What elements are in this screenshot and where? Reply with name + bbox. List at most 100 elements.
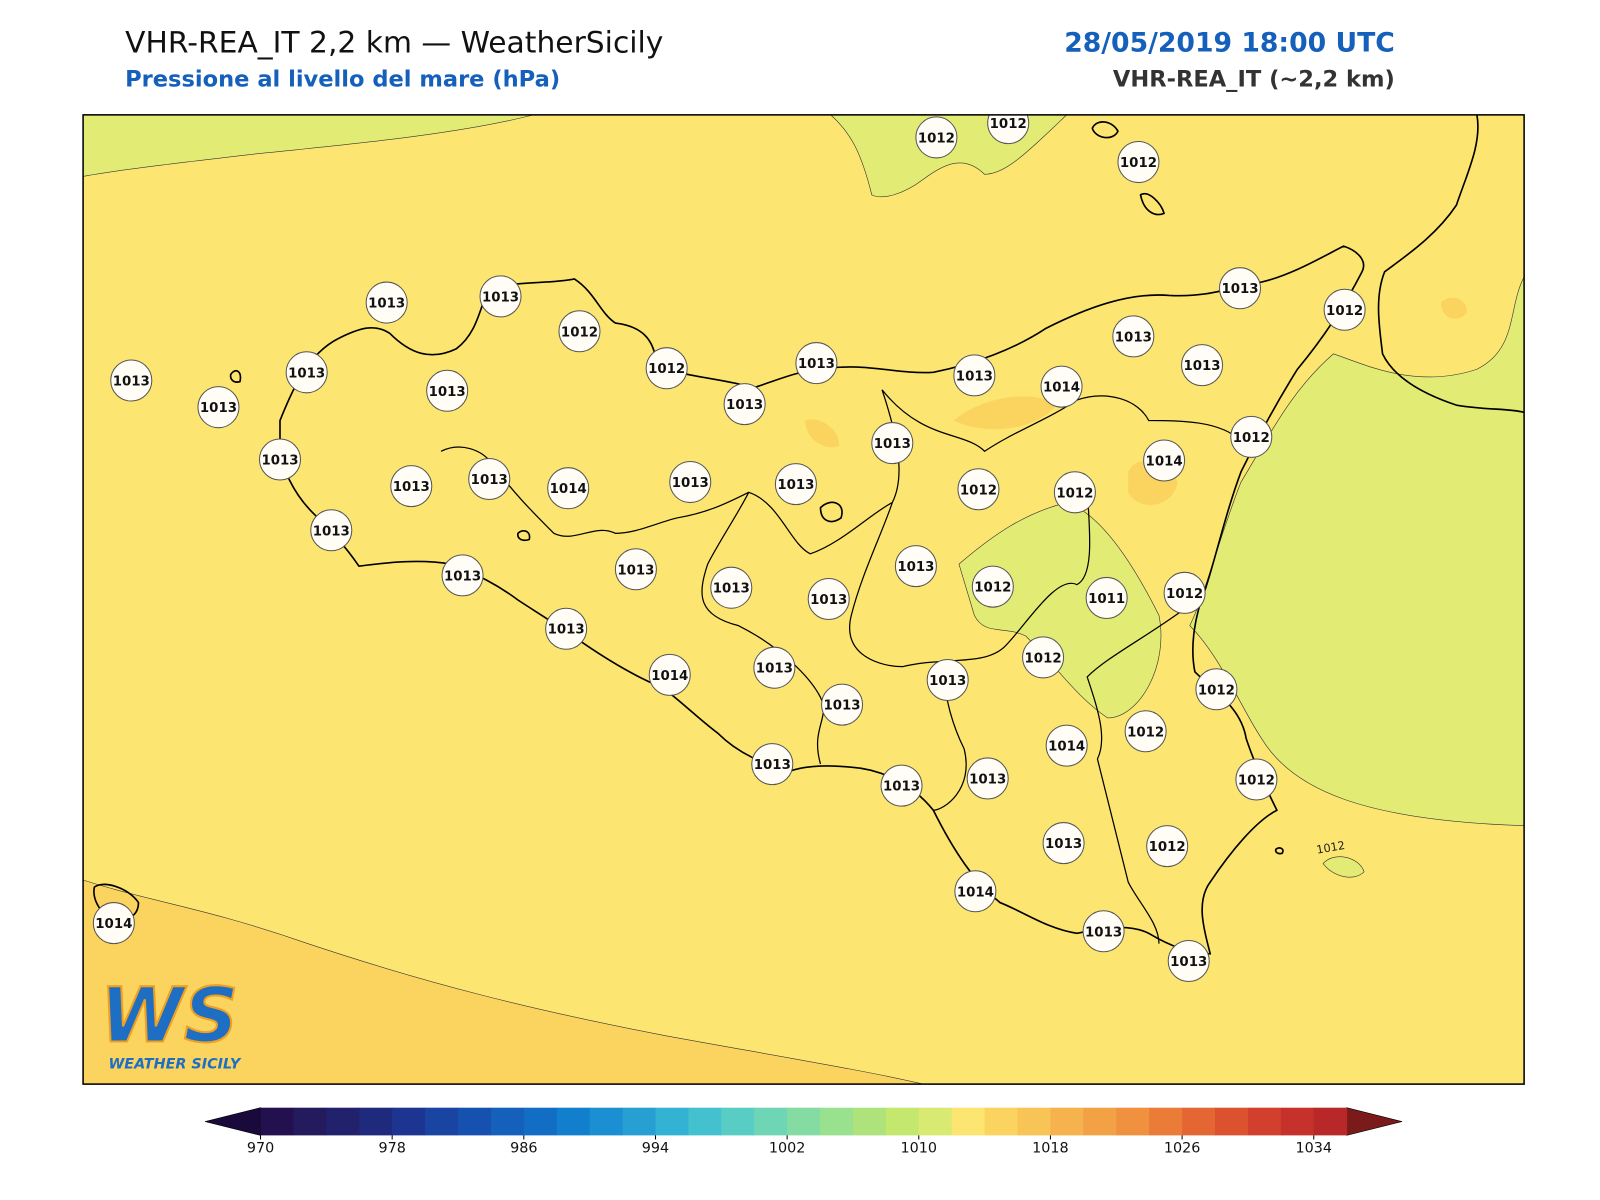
station-value: 1013: [756, 662, 793, 677]
colorbar-bin: [820, 1107, 854, 1136]
station-marker: [871, 422, 914, 465]
station: 1014: [648, 653, 691, 696]
logo-mark: WS: [100, 971, 238, 1059]
station-value: 1012: [974, 581, 1011, 596]
station-value: 1013: [798, 357, 835, 372]
station-value: 1013: [471, 473, 508, 488]
station: 1012: [1053, 471, 1096, 514]
logo: WS WEATHER SICILY: [99, 970, 242, 1073]
station-marker: [880, 764, 923, 807]
colorbar-bin: [655, 1107, 689, 1136]
station: 1013: [1181, 344, 1224, 387]
station-marker: [987, 114, 1030, 145]
station-marker: [1143, 439, 1186, 482]
station-value: 1012: [648, 362, 685, 377]
station-value: 1013: [1170, 955, 1207, 970]
station: 1014: [1143, 439, 1186, 482]
station-marker: [648, 653, 691, 696]
station-value: 1013: [956, 369, 993, 384]
station-marker: [953, 354, 996, 397]
colorbar-bin: [490, 1107, 525, 1136]
station: 1013: [390, 465, 433, 508]
colorbar-bin: [787, 1107, 821, 1136]
station-marker: [258, 438, 302, 481]
station: 1013: [1218, 267, 1262, 310]
station-marker: [390, 465, 433, 508]
station-value: 1013: [200, 401, 237, 416]
colorbar-bin: [523, 1107, 558, 1136]
station-value: 1012: [960, 483, 997, 498]
datetime: 28/05/2019 18:00 UTC: [1064, 28, 1395, 59]
station-value: 1013: [1221, 282, 1258, 297]
colorbar-bin: [1116, 1107, 1150, 1136]
station-value: 1013: [261, 454, 298, 469]
station-marker: [1117, 141, 1160, 184]
station: 1013: [953, 354, 996, 397]
station-value: 1013: [288, 366, 325, 381]
colorbar-bin: [1247, 1107, 1282, 1136]
station: 1014: [92, 902, 135, 945]
model: VHR-REA_IT (~2,2 km): [1113, 67, 1395, 93]
colorbar-bin: [589, 1107, 624, 1136]
station: 1012: [987, 114, 1030, 145]
station-marker: [110, 359, 153, 402]
station: 1013: [753, 646, 796, 689]
station-value: 1014: [1146, 455, 1183, 470]
colorbar-tick-label: 1034: [1295, 1141, 1332, 1157]
station-value: 1013: [429, 385, 466, 400]
station-value: 1014: [1048, 740, 1085, 755]
station: 1014: [1040, 365, 1083, 408]
station-value: 1012: [1056, 486, 1093, 501]
station: 1013: [1112, 315, 1155, 358]
station-marker: [774, 463, 817, 506]
colorbar-bin: [1215, 1107, 1249, 1136]
station: 1013: [669, 461, 712, 504]
station: 1013: [774, 463, 817, 506]
station-value: 1013: [1045, 837, 1082, 852]
colorbar-tick-label: 1026: [1164, 1141, 1201, 1157]
station: 1013: [441, 554, 484, 597]
colorbar-extend: [205, 1107, 261, 1136]
station-value: 1013: [672, 476, 709, 491]
station-marker: [547, 467, 590, 510]
station-marker: [1163, 571, 1206, 614]
colorbar-bin: [260, 1107, 294, 1136]
colorbar-bin: [1280, 1107, 1315, 1136]
station-value: 1014: [1043, 381, 1080, 396]
station: 1013: [723, 383, 766, 426]
station: 1012: [1163, 571, 1206, 614]
station: 1011: [1085, 576, 1128, 619]
station-value: 1013: [754, 758, 791, 773]
station: 1013: [821, 683, 864, 726]
station-marker: [426, 369, 469, 412]
station-marker: [545, 607, 588, 650]
station: 1013: [468, 457, 511, 500]
station-marker: [926, 658, 969, 702]
station: 1013: [426, 369, 469, 412]
station: 1013: [258, 438, 302, 481]
colorbar-tick-label: 970: [247, 1141, 274, 1157]
station: 1013: [966, 757, 1009, 800]
logo-name: WEATHER SICILY: [108, 1057, 241, 1073]
station-value: 1013: [713, 582, 750, 597]
station: 1013: [710, 566, 753, 609]
pressure-area: [1322, 856, 1365, 878]
station: 1012: [1195, 668, 1238, 711]
station: 1012: [1146, 825, 1189, 868]
station: 1012: [558, 310, 601, 353]
station-marker: [310, 509, 353, 552]
station-value: 1012: [1120, 156, 1157, 171]
station-value: 1012: [1149, 840, 1186, 855]
station-value: 1012: [990, 117, 1027, 132]
station-value: 1013: [810, 593, 847, 608]
station-value: 1013: [897, 560, 934, 575]
station-value: 1012: [1326, 304, 1363, 319]
station-marker: [1218, 267, 1262, 310]
pressure-area: [83, 879, 924, 1085]
colorbar-bin: [622, 1107, 656, 1136]
colorbar-bin: [1182, 1107, 1216, 1136]
station-value: 1013: [929, 674, 966, 689]
station: 1013: [197, 386, 240, 429]
station: 1014: [1045, 724, 1088, 767]
